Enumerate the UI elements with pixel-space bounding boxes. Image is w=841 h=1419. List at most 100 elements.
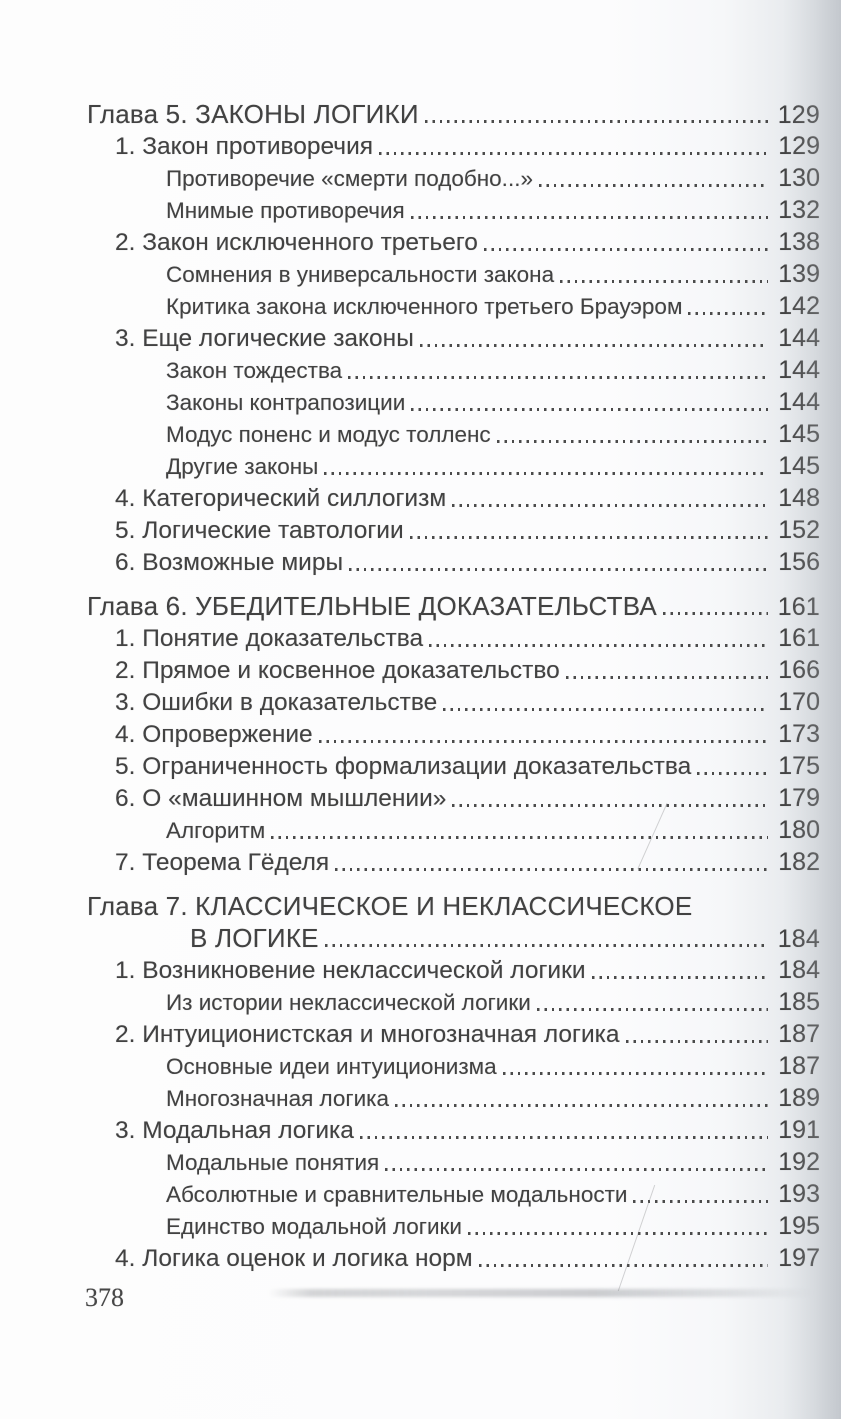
toc-entry-page: 195 (778, 1212, 820, 1240)
toc-entry: 5. Логические тавтологии 152 (87, 514, 820, 546)
toc-entry-page: 139 (778, 260, 820, 288)
toc-entry-title: 5. Ограниченность формализации доказател… (115, 753, 692, 780)
dot-leader (538, 184, 768, 187)
toc-entry-title: 6. О «машинном мышлении» (115, 785, 447, 812)
toc-entry: Закон тождества 144 (87, 354, 820, 386)
toc-entry-title: Противоречие «смерти подобно...» (166, 166, 533, 191)
toc-entry-title: В ЛОГИКЕ (190, 923, 319, 953)
toc-entry-title: Абсолютные и сравнительные модальности (166, 1182, 628, 1207)
folio-page-number: 378 (85, 1283, 124, 1312)
toc-entry-page: 129 (777, 101, 820, 129)
dot-leader (483, 248, 768, 251)
toc-entry-page: 175 (778, 752, 820, 780)
toc-entry-title: Законы контрапозиции (166, 390, 406, 415)
dot-leader (633, 1200, 768, 1203)
toc-entry: Глава 7. КЛАССИЧЕСКОЕ И НЕКЛАССИЧЕСКОЕ (87, 890, 820, 922)
toc-entry-page: 185 (778, 988, 820, 1016)
toc-entry-title: 3. Ошибки в доказательстве (115, 689, 438, 716)
toc-entry: 3. Модальная логика 191 (87, 1114, 820, 1146)
dot-leader (502, 1072, 768, 1075)
dot-leader (424, 120, 768, 123)
dot-leader (379, 152, 768, 155)
toc-entry-title: Критика закона исключенного третьего Бра… (166, 294, 683, 319)
toc-entry: 2. Интуиционистская и многозначная логик… (87, 1018, 820, 1050)
toc-entry-page: 184 (777, 925, 820, 953)
toc-entry-title: Многозначная логика (166, 1086, 390, 1111)
toc-entry-title: 2. Закон исключенного третьего (115, 229, 478, 256)
toc-entry-title: Основные идеи интуиционизма (166, 1054, 497, 1079)
dot-leader (443, 708, 768, 711)
toc-entry-title: Глава 6. УБЕДИТЕЛЬНЫЕ ДОКАЗАТЕЛЬСТВА (87, 591, 657, 621)
dot-leader (409, 536, 768, 539)
dot-leader (536, 1008, 768, 1011)
toc-entry-page: 144 (778, 388, 820, 416)
toc-entry: Многозначная логика 189 (87, 1082, 820, 1114)
toc-entry: 2. Прямое и косвенное доказательство 166 (87, 654, 820, 686)
toc-entry: 2. Закон исключенного третьего 138 (87, 226, 820, 258)
dot-leader (271, 836, 768, 839)
toc-entry-title: 3. Еще логические законы (115, 325, 414, 352)
toc-entry: Противоречие «смерти подобно...» 130 (87, 162, 820, 194)
dot-leader (410, 216, 768, 219)
toc-entry-page: 129 (778, 132, 820, 160)
toc-entry: Критика закона исключенного третьего Бра… (87, 290, 820, 322)
toc-entry-page: 197 (778, 1244, 820, 1272)
toc-entry: Другие законы 145 (87, 450, 820, 482)
toc-entry: 4. Категорический силлогизм 148 (87, 482, 820, 514)
toc-entry-title: Глава 5. ЗАКОНЫ ЛОГИКИ (87, 99, 419, 129)
dot-leader (324, 472, 768, 475)
toc-entry-title: 7. Теорема Гёделя (115, 849, 330, 876)
toc-entry-page: 161 (778, 624, 820, 652)
dot-leader (411, 408, 768, 411)
toc-entry: 5. Ограниченность формализации доказател… (87, 750, 820, 782)
dot-leader (359, 1136, 768, 1139)
toc-entry-title: 6. Возможные миры (115, 549, 344, 576)
toc-entry-page: 193 (778, 1180, 820, 1208)
toc-entry-page: 182 (778, 848, 820, 876)
toc-entry-page: 187 (778, 1052, 820, 1080)
dot-leader (467, 1232, 768, 1235)
toc-entry-title: 2. Интуиционистская и многозначная логик… (115, 1021, 620, 1048)
toc-entry: Сомнения в универсальности закона 139 (87, 258, 820, 290)
toc-entry-title: 1. Закон противоречия (115, 133, 374, 160)
toc-entry-title: Модус поненс и модус толленс (166, 422, 491, 447)
toc-entry-page: 179 (778, 784, 820, 812)
toc-entry-page: 156 (778, 548, 820, 576)
toc-entry-page: 173 (778, 720, 820, 748)
toc-entry: 6. Возможные миры 156 (87, 546, 820, 578)
toc-entry-page: 166 (778, 656, 820, 684)
dot-leader (419, 344, 768, 347)
toc-entry-page: 187 (778, 1020, 820, 1048)
toc-entry: Законы контрапозиции 144 (87, 386, 820, 418)
toc-entry-title: 2. Прямое и косвенное доказательство (115, 657, 560, 684)
toc-entry: Модальные понятия 192 (87, 1146, 820, 1178)
toc-entry: 6. О «машинном мышлении» 179 (87, 782, 820, 814)
toc-entry: Глава 6. УБЕДИТЕЛЬНЫЕ ДОКАЗАТЕЛЬСТВА 161 (87, 590, 820, 622)
toc-entry: Единство модальной логики 195 (87, 1210, 820, 1242)
toc-entry-title: Закон тождества (166, 358, 343, 383)
toc-entry-title: Алгоритм (166, 818, 266, 843)
toc-entry-title: 5. Логические тавтологии (115, 517, 404, 544)
dot-leader (395, 1104, 768, 1107)
dot-leader (560, 280, 768, 283)
table-of-contents: Глава 5. ЗАКОНЫ ЛОГИКИ 129 1. Закон против… (87, 86, 820, 1274)
toc-entry-page: 132 (778, 196, 820, 224)
toc-entry-title: 1. Понятие доказательства (115, 625, 424, 652)
toc-entry-title: Из истории неклассической логики (166, 990, 531, 1015)
toc-entry-title: Единство модальной логики (166, 1214, 462, 1239)
toc-entry-title: 1. Возникновение неклассической логики (115, 957, 586, 984)
toc-entry-title: Мнимые противоречия (166, 198, 405, 223)
toc-entry: В ЛОГИКЕ 184 (87, 922, 820, 954)
dot-leader (452, 504, 768, 507)
toc-entry: 1. Возникновение неклассической логики 18… (87, 954, 820, 986)
toc-entry-page: 130 (778, 164, 820, 192)
dot-leader (318, 740, 768, 743)
toc-entry: 7. Теорема Гёделя 182 (87, 846, 820, 878)
dot-leader (385, 1168, 768, 1171)
toc-entry-title: 4. Логика оценок и логика норм (115, 1245, 473, 1272)
dot-leader (697, 772, 768, 775)
toc-entry-page: 189 (778, 1084, 820, 1112)
dot-leader (591, 976, 768, 979)
toc-entry-page: 192 (778, 1148, 820, 1176)
